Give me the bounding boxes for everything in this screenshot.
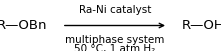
Text: multiphase system: multiphase system: [65, 35, 165, 45]
Text: R—OH: R—OH: [182, 19, 221, 32]
Text: R—OBn: R—OBn: [0, 19, 47, 32]
Text: Ra-Ni catalyst: Ra-Ni catalyst: [79, 5, 151, 15]
Text: 50 °C, 1 atm H₂: 50 °C, 1 atm H₂: [74, 44, 156, 51]
